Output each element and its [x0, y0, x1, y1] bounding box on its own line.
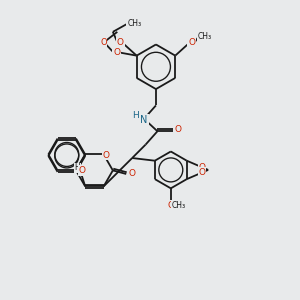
- Text: O: O: [117, 38, 124, 47]
- Text: O: O: [128, 169, 135, 178]
- Text: O: O: [199, 168, 206, 177]
- Text: O: O: [188, 38, 195, 47]
- Text: H: H: [74, 164, 80, 172]
- Text: CH₃: CH₃: [127, 19, 141, 28]
- Text: O: O: [199, 163, 206, 172]
- Text: O: O: [100, 38, 107, 47]
- Text: O: O: [175, 125, 182, 134]
- Text: O: O: [78, 166, 85, 175]
- Text: CH₃: CH₃: [172, 201, 186, 210]
- Text: H: H: [132, 111, 139, 120]
- Text: N: N: [140, 115, 148, 125]
- Text: O: O: [167, 201, 174, 210]
- Text: CH₃: CH₃: [198, 32, 212, 40]
- Text: O: O: [113, 48, 120, 57]
- Text: O: O: [103, 151, 110, 160]
